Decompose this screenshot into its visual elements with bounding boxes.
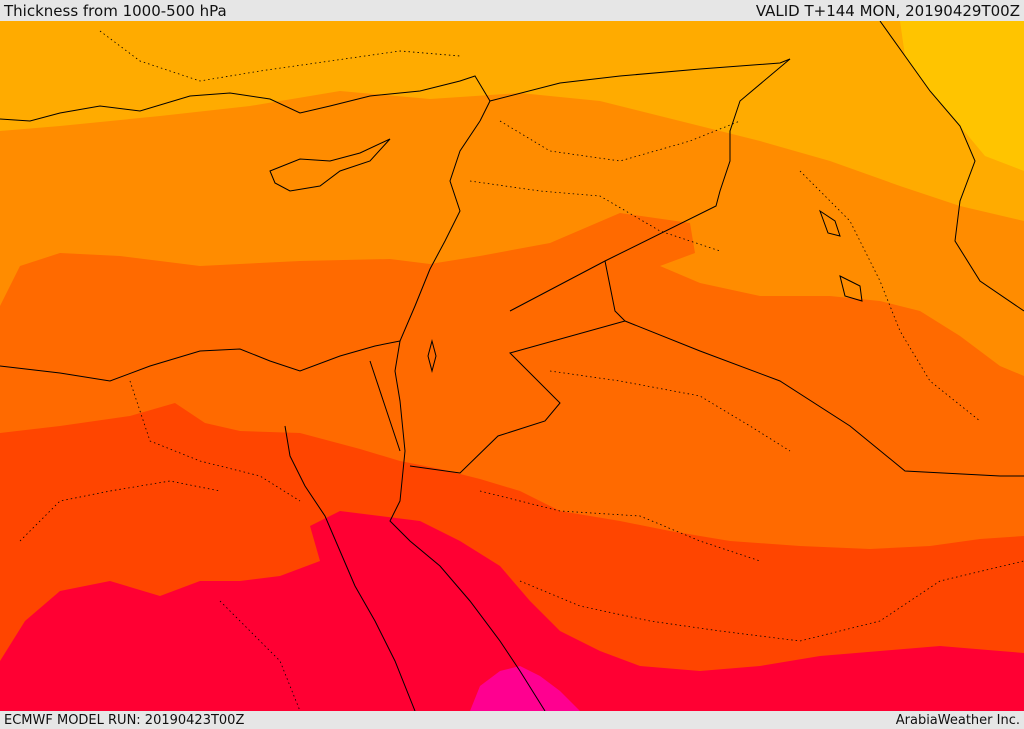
iraq-saudi-border (624, 320, 1024, 477)
lake-habbaniyah (839, 275, 863, 302)
admin-line (799, 170, 981, 422)
band-yellow (900, 21, 1024, 171)
header-bar: Thickness from 1000-500 hPa VALID T+144 … (0, 0, 1024, 21)
red-sea-east-coast (389, 450, 546, 711)
admin-line (19, 480, 221, 542)
egypt-israel-border (369, 360, 401, 452)
band-magenta (470, 666, 580, 711)
syria-turkey-border (489, 58, 791, 102)
jordan-saudi-border (409, 260, 626, 474)
admin-line (549, 370, 791, 452)
admin-boundaries-layer (19, 30, 1024, 711)
model-run: ECMWF MODEL RUN: 20190423T00Z (4, 712, 245, 728)
levant-coast (394, 120, 481, 452)
dead-sea (427, 339, 437, 373)
band-red (0, 511, 1024, 711)
iran-iraq-border (879, 21, 1024, 312)
admin-line (219, 600, 301, 711)
credit: ArabiaWeather Inc. (895, 712, 1020, 728)
admin-line (129, 380, 301, 502)
cyprus-outline (269, 138, 391, 192)
turkey-coast (0, 75, 491, 122)
red-sea-west-coast (284, 425, 416, 711)
syria-iraq-border (509, 58, 791, 312)
egypt-north-coast (0, 340, 401, 382)
valid-time: VALID T+144 MON, 20190429T00Z (755, 1, 1020, 20)
thickness-map (0, 21, 1024, 711)
admin-line (479, 490, 761, 562)
map-title: Thickness from 1000-500 hPa (4, 1, 227, 20)
borders-layer (0, 21, 1024, 711)
admin-line (519, 560, 1024, 642)
lake-tharthar (819, 209, 841, 237)
footer-bar: ECMWF MODEL RUN: 20190423T00Z ArabiaWeat… (0, 711, 1024, 729)
admin-line (469, 180, 721, 252)
admin-line (99, 30, 461, 82)
